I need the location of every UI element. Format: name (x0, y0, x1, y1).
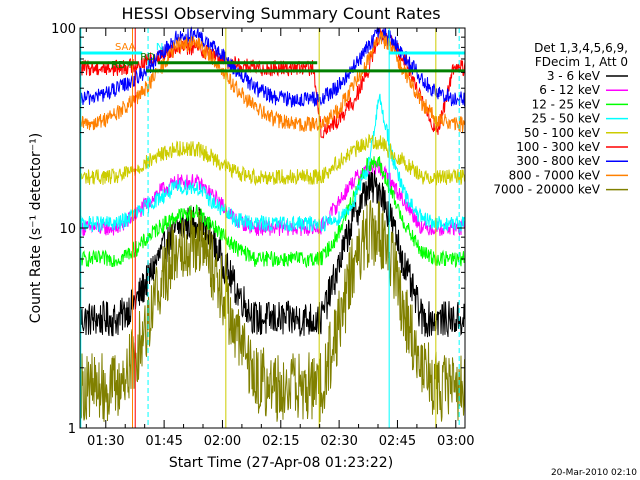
y-tick-label-0: 1 (68, 422, 76, 437)
x-tick-label-5: 02:45 (379, 434, 416, 449)
series-line-800-7000-kev (79, 30, 466, 133)
x-tick-label-6: 03:00 (437, 434, 474, 449)
chart-title: HESSI Observing Summary Count Rates (121, 4, 440, 23)
flag-label-saa: SAA (115, 42, 136, 53)
legend-label-6: 300 - 800 keV (516, 154, 600, 168)
series-line-7000-20000-kev (79, 200, 466, 423)
flag-label-rd: RD (140, 52, 155, 63)
series-line-25-50-kev (79, 93, 466, 233)
legend-label-8: 7000 - 20000 keV (493, 183, 600, 197)
legend-header-line-1: Det 1,3,4,5,6,9, (534, 41, 628, 55)
legend-label-1: 6 - 12 keV (539, 83, 601, 97)
x-tick-label-1: 01:45 (145, 434, 182, 449)
x-axis-label: Start Time (27-Apr-08 01:23:22) (169, 455, 393, 471)
legend-label-7: 800 - 7000 keV (509, 168, 601, 182)
y-tick-label-1: 10 (59, 222, 76, 237)
flag-label-n: N (156, 42, 163, 53)
y-tick-label-2: 100 (51, 22, 76, 37)
legend-header-line-2: FDecim 1, Att 0 (535, 55, 628, 69)
legend-label-2: 12 - 25 keV (532, 97, 601, 111)
series-line-50-100-kev (79, 133, 466, 187)
flag-label-rd-plus: RD+ (111, 60, 134, 71)
legend-label-5: 100 - 300 keV (516, 140, 600, 154)
plot-area: SAA NRD RD+ 01:30 01:45 02:00 02:15 02:30 02:45 0… (51, 22, 474, 449)
legend-label-3: 25 - 50 keV (532, 112, 601, 126)
legend-label-4: 50 - 100 keV (524, 126, 601, 140)
x-tick-label-4: 02:30 (320, 434, 357, 449)
x-tick-label-3: 02:15 (262, 434, 299, 449)
x-tick-label-2: 02:00 (204, 434, 241, 449)
footer-date: 20-Mar-2010 02:10 (551, 468, 637, 478)
legend-label-0: 3 - 6 keV (547, 69, 601, 83)
series-line-3-6-kev (79, 170, 466, 338)
series-line-12-25-kev (79, 156, 466, 269)
y-axis-label: Count Rate (s⁻¹ detector⁻¹) (28, 133, 44, 323)
x-tick-label-0: 01:30 (87, 434, 124, 449)
